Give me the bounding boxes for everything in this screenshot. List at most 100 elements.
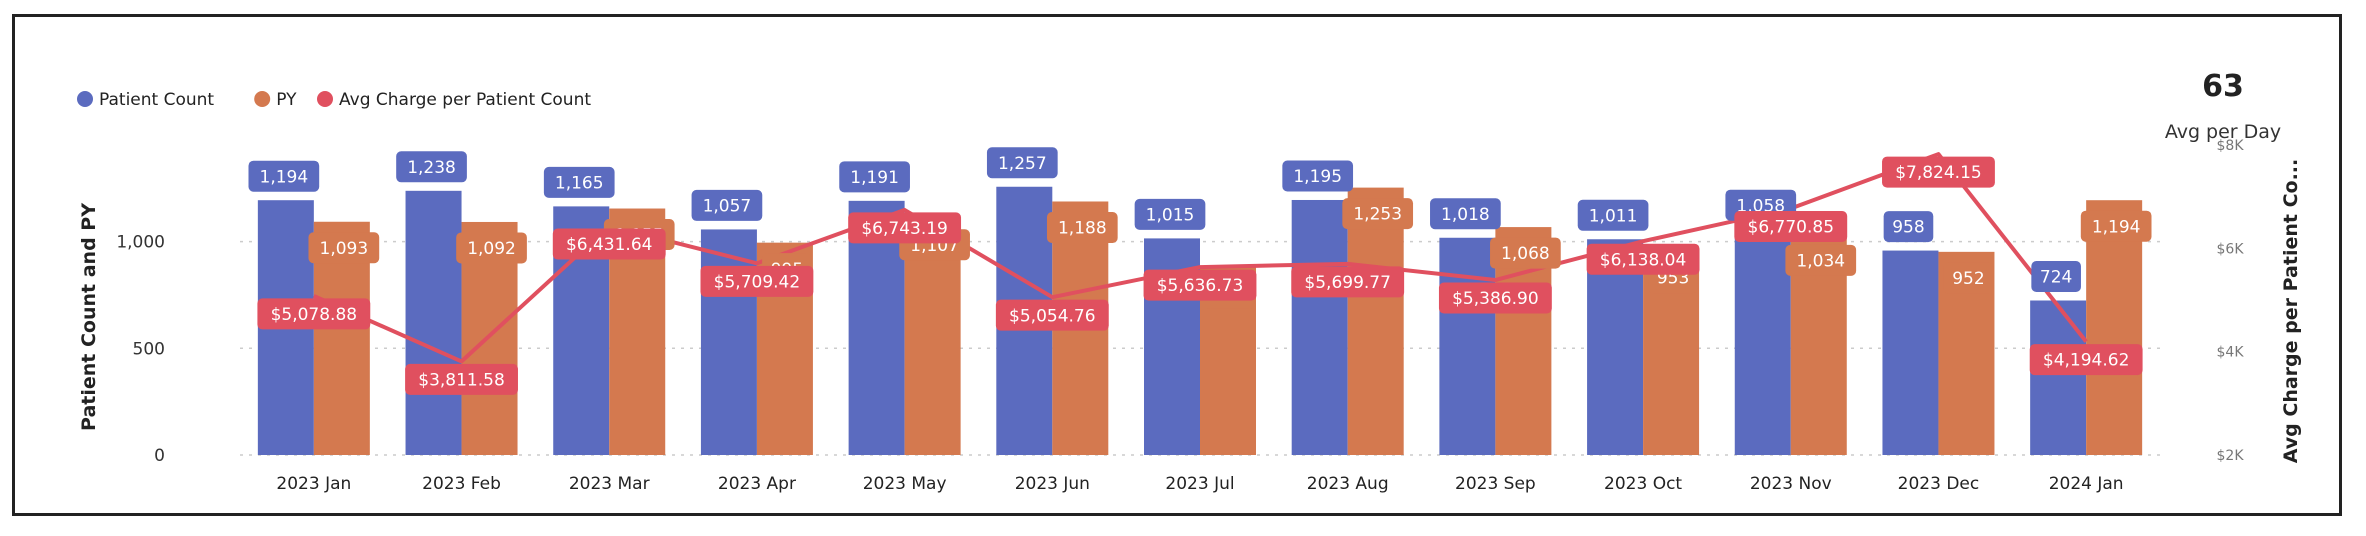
avg-charge-label: $5,699.77	[1304, 273, 1391, 293]
patient-count-label: 724	[2040, 268, 2072, 288]
y-right-axis-label: Avg Charge per Patient Co...	[2280, 159, 2302, 463]
patient-count-label-bg	[1883, 211, 1934, 243]
py-label: 1,188	[1058, 219, 1107, 239]
legend: Patient Count PY Avg Charge per Patient Co…	[77, 90, 591, 110]
py-label: 1,034	[1796, 251, 1845, 271]
x-tick-label: 2023 Jul	[1165, 474, 1234, 494]
avg-charge-label: $5,054.76	[1009, 306, 1096, 326]
py-label: 1,253	[1353, 205, 1402, 225]
y-left-tick-label: 0	[154, 446, 165, 466]
x-tick-label: 2023 Feb	[422, 474, 501, 494]
bar-patient-count	[1291, 199, 1348, 455]
y-left-tick-label: 500	[133, 339, 165, 359]
patient-count-label-bg	[396, 151, 467, 183]
py-label: 1,068	[1501, 244, 1550, 264]
avg-charge-label: $6,770.85	[1748, 218, 1835, 238]
x-tick-label: 2023 Mar	[569, 474, 650, 494]
x-tick-label: 2023 Dec	[1898, 474, 1980, 494]
y-right-tick-label: $4K	[2217, 345, 2245, 361]
patient-count-label-bg	[1430, 198, 1501, 230]
x-tick-label: 2024 Jan	[2049, 474, 2124, 494]
y-left-tick-label: 1,000	[116, 233, 165, 253]
avg-charge-label: $4,194.62	[2043, 351, 2130, 371]
avg-charge-label: $7,824.15	[1895, 163, 1982, 183]
bar-patient-count	[405, 190, 462, 456]
patient-count-label: 1,191	[850, 168, 899, 188]
avg-charge-label-bg	[848, 212, 962, 244]
kpi-label: Avg per Day	[2164, 121, 2282, 143]
kpi-value: 63	[2202, 69, 2244, 104]
x-tick-label: 2023 Jan	[276, 474, 351, 494]
patient-count-label: 958	[1892, 218, 1924, 238]
avg-charge-label-bg	[995, 299, 1109, 331]
bar-patient-count	[1734, 229, 1791, 455]
bar-patient-count	[2030, 300, 2087, 455]
avg-charge-label-bg	[1291, 266, 1405, 298]
patient-count-label-bg	[1134, 198, 1206, 230]
avg-charge-label: $5,078.88	[271, 305, 358, 325]
x-tick-label: 2023 Aug	[1307, 474, 1389, 494]
patient-count-label: 1,018	[1441, 205, 1490, 225]
patient-count-label-bg	[691, 189, 763, 221]
patient-count-label: 1,194	[260, 167, 309, 187]
legend-marker	[77, 91, 93, 107]
avg-charge-label-bg	[700, 265, 814, 297]
legend-marker	[254, 91, 271, 107]
py-label-bg	[1046, 211, 1118, 243]
patient-count-label-bg	[248, 160, 320, 192]
patient-count-label: 1,238	[407, 158, 456, 178]
legend-label: Avg Charge per Patient Count	[339, 90, 591, 110]
py-label-bg	[308, 232, 380, 264]
patient-count-label-bg	[839, 161, 910, 193]
bar-py	[2086, 200, 2143, 455]
patient-count-label: 1,195	[1293, 167, 1342, 187]
patient-count-label-bg	[986, 147, 1058, 179]
py-label-bg	[2080, 210, 2152, 242]
patient-count-label: 1,011	[1589, 206, 1638, 226]
x-tick-label: 2023 Oct	[1604, 474, 1682, 494]
y-right-tick-label: $8K	[2217, 138, 2245, 154]
patient-count-label: 1,015	[1146, 206, 1195, 226]
combo-chart: 1,1941,0931,2381,0921,1651,1551,0579951,…	[77, 90, 2302, 494]
bar-patient-count	[1439, 237, 1496, 455]
avg-charge-label: $6,743.19	[861, 219, 948, 239]
avg-charge-label-bg	[2029, 344, 2143, 376]
patient-count-label-bg	[2031, 260, 2081, 292]
patient-count-label-bg	[543, 166, 615, 198]
legend-label: PY	[276, 90, 297, 110]
x-tick-label: 2023 Sep	[1455, 474, 1536, 494]
avg-charge-label: $6,138.04	[1600, 250, 1687, 270]
avg-charge-label-bg	[1734, 211, 1848, 243]
avg-charge-label-bg	[257, 298, 371, 330]
patient-count-label-bg	[1282, 160, 1354, 192]
data-labels: 1,1941,0931,2381,0921,1651,1551,0579951,…	[248, 147, 2152, 395]
patient-count-label: 1,057	[703, 197, 752, 217]
py-label: 1,092	[467, 239, 516, 259]
bar-py	[1347, 187, 1404, 455]
avg-charge-label-bg	[1882, 156, 1995, 188]
patient-count-label: 1,257	[998, 154, 1047, 174]
x-tick-label: 2023 Apr	[718, 474, 796, 494]
avg-charge-label: $6,431.64	[566, 235, 653, 255]
py-label-bg	[456, 232, 527, 264]
x-tick-label: 2023 Nov	[1750, 474, 1832, 494]
avg-charge-label: $5,636.73	[1157, 276, 1244, 296]
avg-charge-label-bg	[1143, 269, 1257, 301]
y-right-tick-label: $6K	[2217, 241, 2245, 257]
bar-patient-count	[1587, 239, 1644, 455]
avg-charge-label: $3,811.58	[418, 371, 505, 391]
py-label-bg	[1342, 198, 1414, 230]
y-right-tick-label: $2K	[2217, 448, 2245, 464]
x-tick-label: 2023 Jun	[1015, 474, 1090, 494]
avg-charge-label: $5,709.42	[714, 272, 801, 292]
py-label-bg	[1490, 237, 1561, 269]
legend-label: Patient Count	[99, 90, 214, 110]
py-label-bg	[1785, 244, 1857, 276]
py-label: 1,093	[320, 239, 369, 259]
y-left-axis-label: Patient Count and PY	[78, 203, 100, 431]
py-label: 952	[1952, 269, 1984, 289]
avg-charge-label-bg	[1438, 282, 1552, 314]
avg-charge-label-bg	[405, 363, 518, 395]
avg-charge-label: $5,386.90	[1452, 289, 1539, 309]
x-tick-label: 2023 May	[863, 474, 947, 494]
